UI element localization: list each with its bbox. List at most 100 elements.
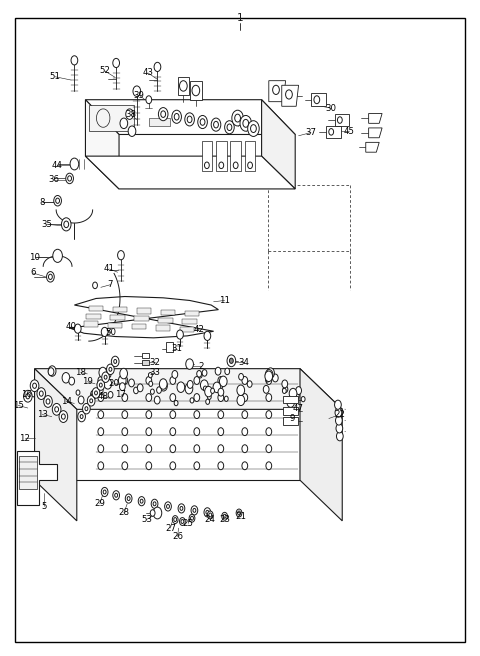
Polygon shape [84,321,98,327]
Polygon shape [137,308,151,314]
Text: 30: 30 [326,104,336,113]
Polygon shape [108,323,122,328]
Circle shape [242,411,248,419]
Circle shape [59,411,68,422]
Circle shape [93,392,96,397]
Circle shape [101,327,108,337]
Circle shape [102,372,109,382]
Circle shape [187,380,193,388]
Text: 43: 43 [143,68,153,77]
Circle shape [185,113,194,126]
Text: 9: 9 [289,414,295,423]
Polygon shape [202,141,212,171]
Circle shape [56,198,60,203]
Circle shape [98,428,104,436]
Text: 33: 33 [149,368,160,377]
Text: 38: 38 [125,110,136,119]
Circle shape [128,126,136,136]
Circle shape [37,388,46,400]
Circle shape [218,428,224,436]
Circle shape [238,511,240,515]
Circle shape [329,129,334,135]
Circle shape [127,497,130,501]
Circle shape [146,411,152,419]
Circle shape [170,462,176,470]
Polygon shape [282,85,299,106]
Polygon shape [142,353,149,358]
Polygon shape [182,319,197,324]
Circle shape [204,508,211,517]
Polygon shape [35,369,342,409]
Text: 5: 5 [41,502,47,511]
Circle shape [174,113,179,120]
Circle shape [194,428,200,436]
Polygon shape [326,126,341,138]
Circle shape [98,377,104,384]
Circle shape [104,375,107,379]
Circle shape [61,414,65,419]
Circle shape [237,385,245,396]
Circle shape [160,380,168,391]
Polygon shape [283,396,298,403]
Circle shape [165,502,171,511]
Text: 21: 21 [236,512,246,522]
Circle shape [26,394,30,399]
Circle shape [93,282,97,289]
Circle shape [194,445,200,453]
Circle shape [108,392,113,398]
Polygon shape [158,318,173,323]
Text: 24: 24 [205,515,216,524]
Circle shape [76,390,80,395]
Circle shape [148,373,152,378]
Polygon shape [180,327,194,332]
Circle shape [68,176,72,181]
Circle shape [137,384,143,392]
Text: 42: 42 [194,325,204,334]
Text: 22: 22 [335,410,345,419]
Circle shape [181,520,184,523]
Circle shape [172,516,178,523]
Circle shape [190,398,194,403]
Text: 32: 32 [149,358,160,367]
Circle shape [337,117,342,123]
Circle shape [242,428,248,436]
Polygon shape [300,369,342,521]
Polygon shape [19,456,37,489]
Text: 50: 50 [105,328,116,337]
Polygon shape [134,316,149,321]
Polygon shape [369,113,382,123]
Polygon shape [70,297,218,338]
Circle shape [204,331,211,340]
Polygon shape [89,105,134,131]
Circle shape [192,85,200,96]
Circle shape [296,386,301,394]
Circle shape [198,373,202,378]
Circle shape [154,396,160,404]
Circle shape [103,490,106,494]
Polygon shape [85,100,119,189]
Circle shape [138,497,145,506]
Text: 52: 52 [99,66,110,75]
Circle shape [242,462,248,470]
Circle shape [55,407,59,412]
Text: 26: 26 [172,532,183,541]
Circle shape [218,462,224,470]
Circle shape [122,445,128,453]
Polygon shape [262,100,295,189]
Polygon shape [369,128,382,138]
Circle shape [92,392,96,397]
Circle shape [194,462,200,470]
Circle shape [240,115,252,131]
Polygon shape [283,417,298,425]
Text: 1: 1 [237,13,243,24]
Circle shape [266,445,272,453]
Circle shape [69,377,74,385]
Text: 27: 27 [165,523,176,533]
Polygon shape [166,342,173,352]
Text: 53: 53 [141,515,152,524]
Polygon shape [142,360,149,365]
Circle shape [170,445,176,453]
Circle shape [180,518,185,525]
Text: 8: 8 [39,197,45,207]
Circle shape [122,428,128,436]
